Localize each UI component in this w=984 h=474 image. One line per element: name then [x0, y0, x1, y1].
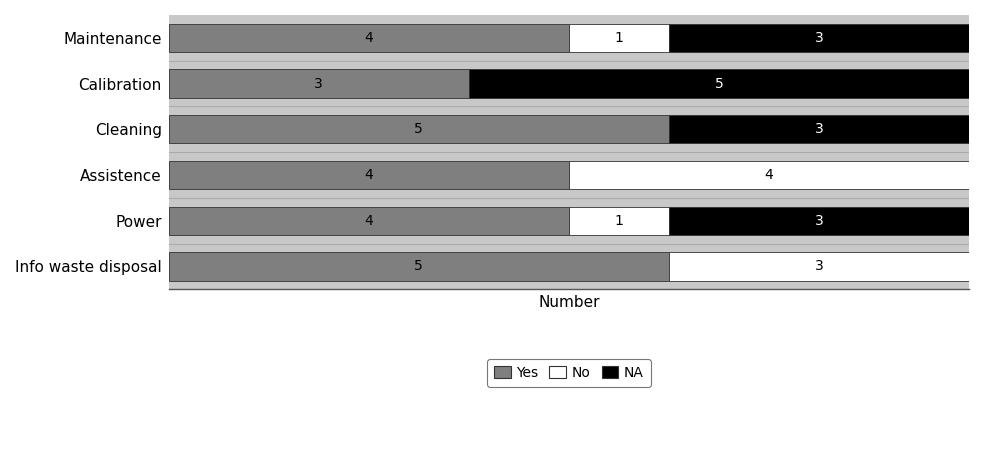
Bar	[168, 161, 569, 189]
Text: 4: 4	[765, 168, 773, 182]
Bar	[669, 207, 969, 235]
Text: 5: 5	[714, 77, 723, 91]
Bar	[569, 24, 669, 52]
Text: 3: 3	[815, 31, 824, 45]
Text: 1: 1	[614, 214, 623, 228]
Text: 1: 1	[614, 31, 623, 45]
Text: 4: 4	[364, 168, 373, 182]
Text: 3: 3	[815, 259, 824, 273]
Bar	[168, 69, 468, 98]
Text: 3: 3	[314, 77, 323, 91]
Bar	[669, 24, 969, 52]
Bar	[168, 207, 569, 235]
Bar	[168, 24, 569, 52]
Text: 4: 4	[364, 31, 373, 45]
Bar	[468, 69, 969, 98]
X-axis label: Number: Number	[538, 295, 599, 310]
Bar	[569, 161, 969, 189]
Bar	[168, 115, 669, 144]
Text: 4: 4	[364, 214, 373, 228]
Bar	[669, 252, 969, 281]
Text: 5: 5	[414, 259, 423, 273]
Bar	[168, 252, 669, 281]
Text: 5: 5	[414, 122, 423, 137]
Text: 3: 3	[815, 122, 824, 137]
Text: 3: 3	[815, 214, 824, 228]
Bar	[569, 207, 669, 235]
Legend: Yes, No, NA: Yes, No, NA	[487, 359, 650, 387]
Bar	[669, 115, 969, 144]
